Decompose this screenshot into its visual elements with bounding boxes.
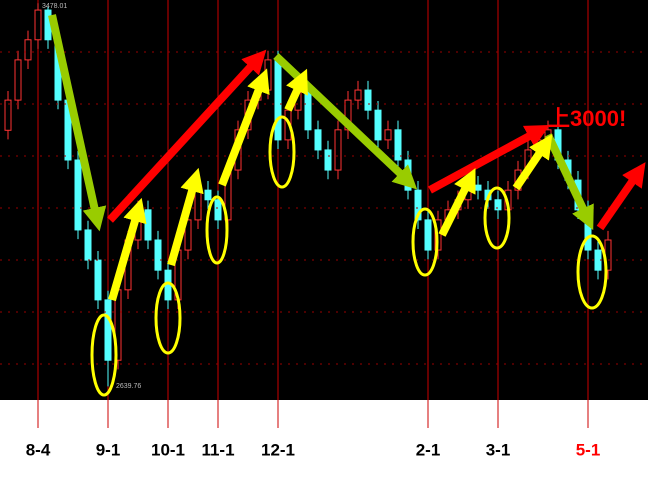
candle-body [14, 59, 22, 101]
annotation: 上3000! [548, 106, 626, 131]
x-tick-label: 10-1 [151, 440, 185, 459]
high-label: 3478.01 [42, 3, 67, 10]
candle-body [474, 184, 482, 191]
candle-body [414, 189, 422, 221]
x-tick-label: 8-4 [26, 440, 51, 459]
candle-body [584, 209, 592, 251]
candle-body [94, 259, 102, 301]
candle-body [344, 99, 352, 131]
candle-body [34, 9, 42, 41]
candle-body [154, 239, 162, 271]
trend-arrows [48, 14, 646, 302]
low-label: 2639.76 [116, 383, 141, 390]
candle-body [104, 299, 112, 361]
candle-body [24, 39, 32, 61]
x-tick-label: 11-1 [201, 440, 234, 459]
candle-body [144, 209, 152, 241]
x-tick-label: 5-1 [576, 440, 601, 459]
candle-body [424, 219, 432, 251]
plot-background [0, 0, 648, 400]
candle-body [304, 89, 312, 131]
candle-body [204, 189, 212, 201]
candle-body [324, 149, 332, 171]
candle-body [264, 59, 272, 91]
candle-body [74, 159, 82, 231]
candle-body [84, 229, 92, 261]
candle-body [184, 219, 192, 251]
candle-body [394, 129, 402, 161]
candle-body [384, 129, 392, 141]
candle-body [214, 199, 222, 221]
candle-body [274, 59, 282, 141]
x-tick-label: 2-1 [416, 440, 441, 459]
candle-body [354, 89, 362, 101]
x-tick-label: 12-1 [261, 440, 295, 459]
candle-body [334, 129, 342, 171]
candle-body [4, 99, 12, 131]
x-tick-label: 3-1 [486, 440, 511, 459]
x-tick-label: 9-1 [96, 440, 121, 459]
candle-body [374, 109, 382, 141]
candle-body [314, 129, 322, 151]
candle-body [494, 199, 502, 211]
candle-body [194, 189, 202, 221]
highlight-ellipses [90, 115, 608, 397]
candle-body [364, 89, 372, 111]
